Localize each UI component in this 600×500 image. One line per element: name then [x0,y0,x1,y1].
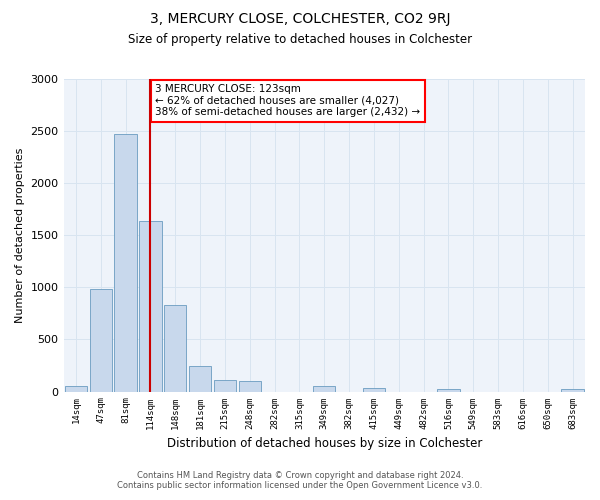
Bar [562,389,584,392]
Text: 3 MERCURY CLOSE: 123sqm
← 62% of detached houses are smaller (4,027)
38% of semi: 3 MERCURY CLOSE: 123sqm ← 62% of detache… [155,84,421,117]
Bar [164,305,187,392]
Bar [437,390,460,392]
Text: 3, MERCURY CLOSE, COLCHESTER, CO2 9RJ: 3, MERCURY CLOSE, COLCHESTER, CO2 9RJ [150,12,450,26]
Bar [139,220,161,392]
Y-axis label: Number of detached properties: Number of detached properties [15,148,25,323]
Bar [239,381,261,392]
Bar [65,386,87,392]
Bar [89,290,112,392]
Bar [313,386,335,392]
X-axis label: Distribution of detached houses by size in Colchester: Distribution of detached houses by size … [167,437,482,450]
Bar [115,134,137,392]
Bar [214,380,236,392]
Bar [189,366,211,392]
Text: Size of property relative to detached houses in Colchester: Size of property relative to detached ho… [128,32,472,46]
Text: Contains HM Land Registry data © Crown copyright and database right 2024.
Contai: Contains HM Land Registry data © Crown c… [118,470,482,490]
Bar [363,388,385,392]
